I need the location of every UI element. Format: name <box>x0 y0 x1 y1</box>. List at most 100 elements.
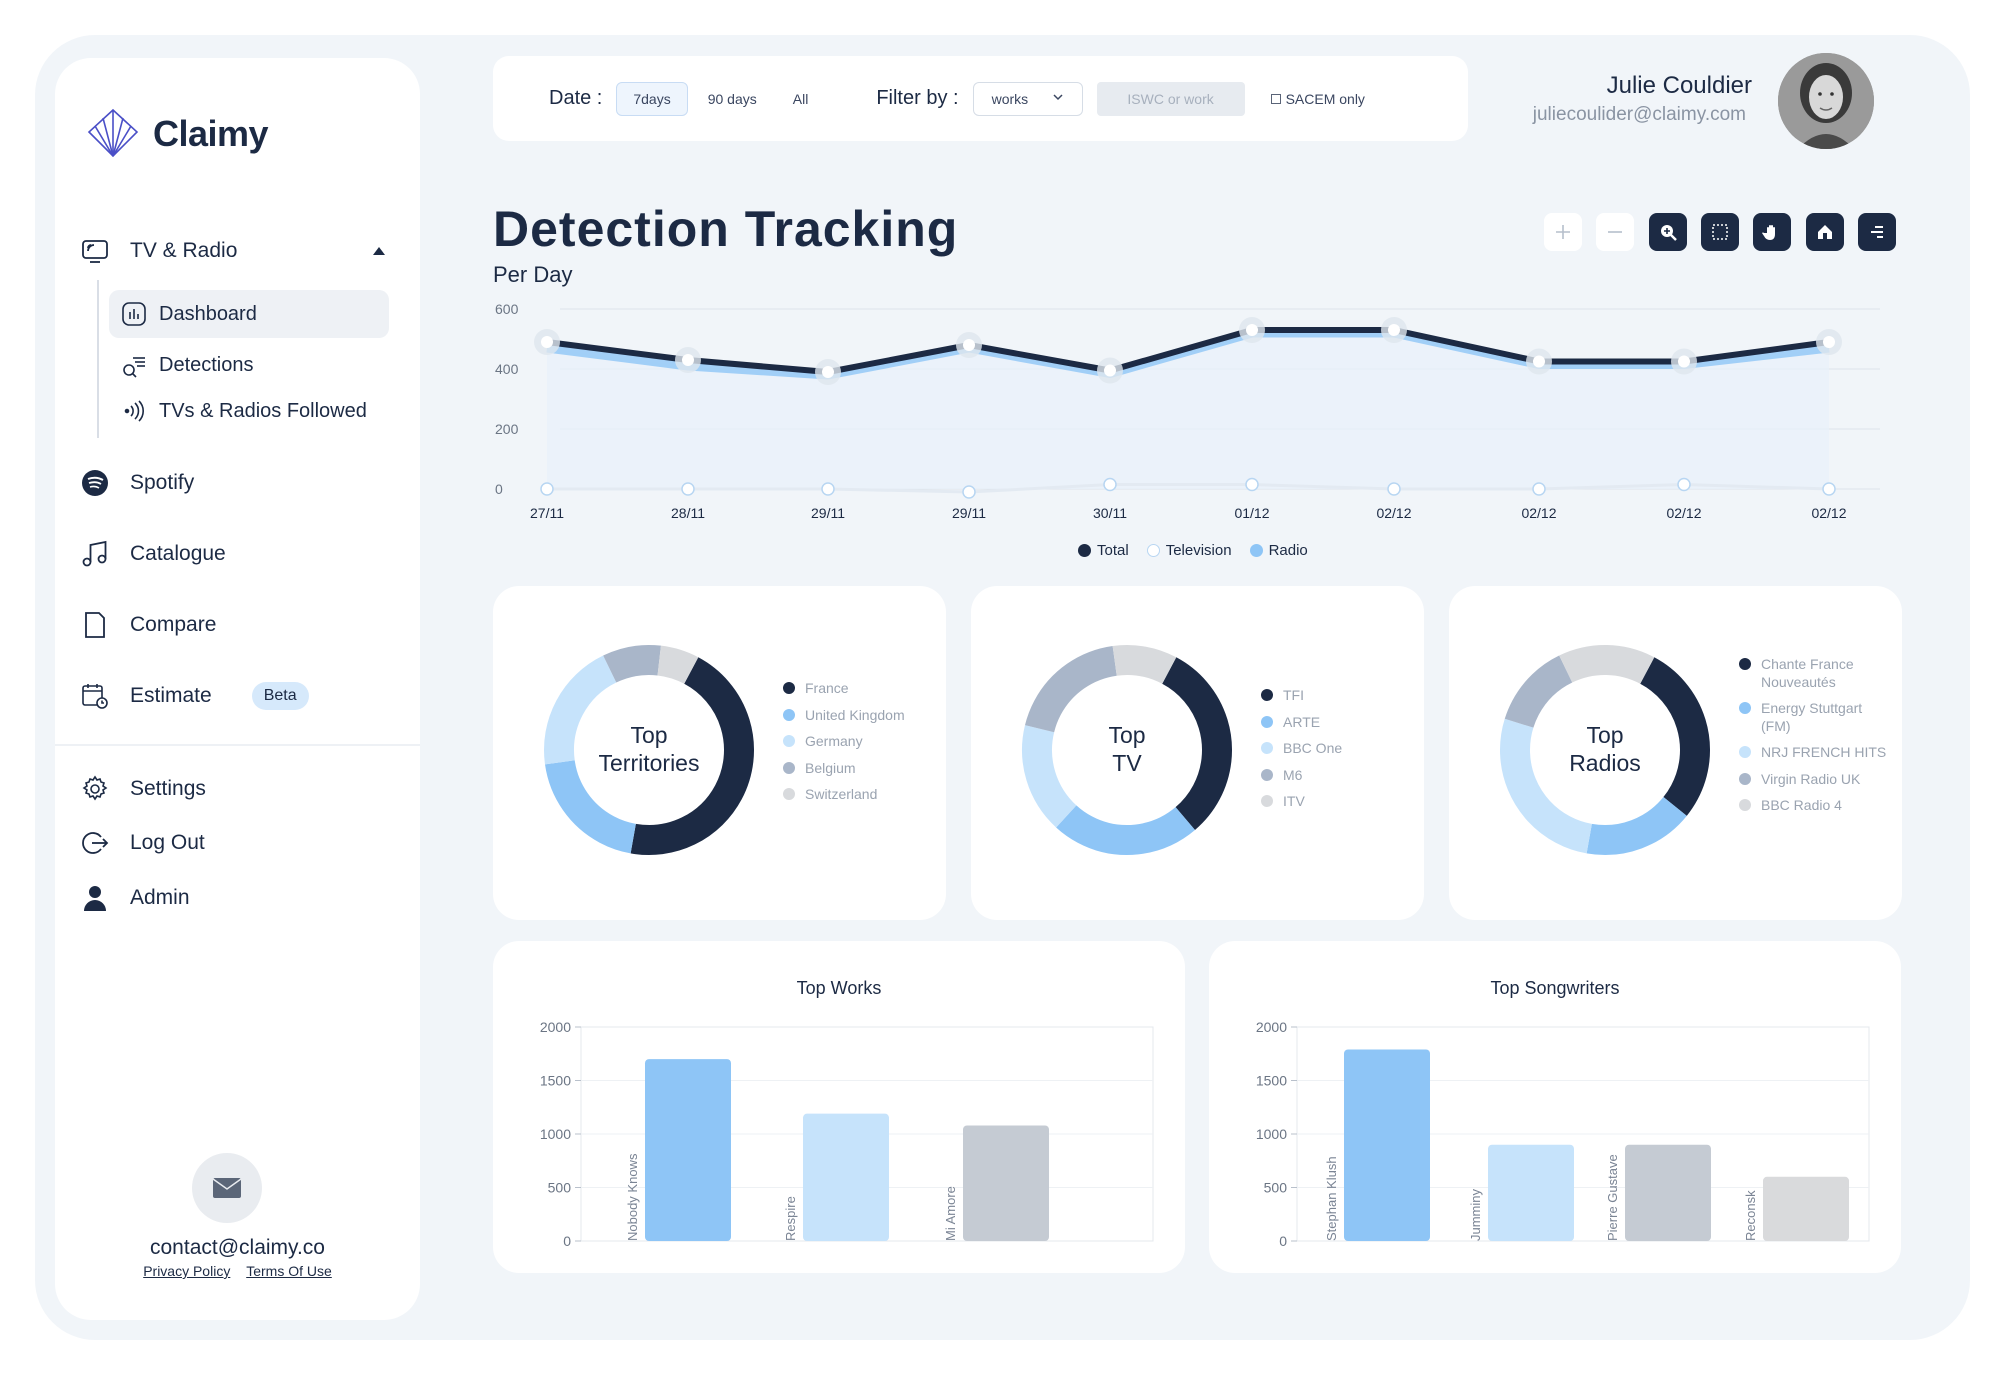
bar-reconsk[interactable] <box>1763 1176 1849 1241</box>
legend-item[interactable]: Virgin Radio UK <box>1739 771 1889 789</box>
total-point[interactable] <box>1104 364 1116 377</box>
filter-select[interactable]: works <box>972 81 1083 116</box>
legend-item[interactable]: BBC Radio 4 <box>1739 797 1889 815</box>
legend-television[interactable]: Television <box>1146 542 1232 559</box>
top-works-title: Top Works <box>796 978 882 998</box>
television-point[interactable] <box>821 482 835 496</box>
sidebar-item-dashboard[interactable]: Dashboard <box>109 290 389 338</box>
legend-item[interactable]: Switzerland <box>783 786 933 804</box>
donut-slice-france[interactable] <box>543 644 755 856</box>
donut-slice-tfi[interactable] <box>1021 644 1233 856</box>
donut-slice-m6[interactable] <box>1021 644 1233 856</box>
y-tick-label: 2000 <box>1256 1019 1287 1035</box>
television-point[interactable] <box>1822 482 1836 496</box>
sidebar-item-compare[interactable]: Compare <box>80 610 216 640</box>
total-point[interactable] <box>822 366 834 378</box>
television-point[interactable] <box>1677 477 1691 492</box>
tv-donut <box>1021 644 1233 856</box>
total-point[interactable] <box>541 336 553 348</box>
y-tick-label: 1500 <box>540 1073 571 1089</box>
privacy-policy-link[interactable]: Privacy Policy <box>143 1263 231 1279</box>
television-point[interactable] <box>1245 477 1259 492</box>
legend-item[interactable]: Energy Stuttgart (FM) <box>1739 700 1889 735</box>
television-point[interactable] <box>1532 482 1546 496</box>
television-point[interactable] <box>1387 482 1401 496</box>
logo[interactable]: Claimy <box>85 106 269 162</box>
legend-dot <box>1739 746 1751 758</box>
bar-jumminy[interactable] <box>1488 1144 1574 1241</box>
sidebar-item-logout[interactable]: Log Out <box>80 828 205 858</box>
television-point[interactable] <box>962 485 976 499</box>
sidebar-item-estimate[interactable]: Estimate Beta <box>80 681 309 711</box>
sacem-checkbox[interactable]: SACEM only <box>1270 91 1365 107</box>
legend-item[interactable]: Germany <box>783 733 933 751</box>
legend-item[interactable]: BBC One <box>1261 740 1411 758</box>
dashboard-icon <box>122 302 146 326</box>
territories-legend: France United Kingdom Germany Belgium Switze… <box>783 680 933 813</box>
legend-item[interactable]: M6 <box>1261 767 1411 785</box>
donut-slice-chante-france-nouveaut-s[interactable] <box>1499 644 1711 856</box>
legend-item[interactable]: ITV <box>1261 793 1411 811</box>
legend-label: Virgin Radio UK <box>1761 770 1861 787</box>
legend-item[interactable]: France <box>783 680 933 698</box>
legend-item[interactable]: NRJ FRENCH HITS <box>1739 744 1889 762</box>
spotify-icon <box>82 470 108 496</box>
sidebar-item-admin[interactable]: Admin <box>80 883 190 913</box>
donut-slice-nrj-french-hits[interactable] <box>1499 644 1711 856</box>
total-point[interactable] <box>1533 355 1545 368</box>
sidebar-item-settings[interactable]: Settings <box>80 774 206 804</box>
sidebar-item-catalogue[interactable]: Catalogue <box>80 539 226 569</box>
checkbox-box[interactable] <box>1270 93 1281 104</box>
donut-title-line-1: Top <box>630 722 668 749</box>
select-area-button[interactable] <box>1701 213 1739 251</box>
legend-item[interactable]: ARTE <box>1261 714 1411 732</box>
mail-button[interactable] <box>192 1153 262 1223</box>
total-point[interactable] <box>1678 355 1690 368</box>
legend-dot <box>783 735 795 747</box>
iswc-search-input[interactable]: ISWC or work <box>1096 81 1245 116</box>
date-option-90days[interactable]: 90 days <box>707 90 757 107</box>
bar-respire[interactable] <box>803 1113 889 1241</box>
total-point[interactable] <box>963 339 975 351</box>
legend-item[interactable]: Chante France Nouveautés <box>1739 656 1889 691</box>
donut-slice-germany[interactable] <box>543 644 755 856</box>
television-point[interactable] <box>1103 477 1117 492</box>
total-point[interactable] <box>1388 324 1400 336</box>
zoom-out-button[interactable] <box>1596 213 1634 251</box>
legend-item[interactable]: United Kingdom <box>783 707 933 725</box>
total-point[interactable] <box>1823 336 1835 348</box>
chart-menu-button[interactable] <box>1858 213 1896 251</box>
pan-button[interactable] <box>1753 213 1791 251</box>
donut-slice-virgin-radio-uk[interactable] <box>1499 644 1711 856</box>
zoom-in-button[interactable] <box>1544 213 1582 251</box>
submenu-line <box>97 280 99 438</box>
bar-stephan-klush[interactable] <box>1344 1049 1430 1241</box>
legend-item[interactable]: Belgium <box>783 760 933 778</box>
contact-email[interactable]: contact@claimy.co <box>150 1236 325 1259</box>
legend-item[interactable]: TFI <box>1261 687 1411 705</box>
avatar[interactable] <box>1778 53 1874 149</box>
sidebar-item-followed[interactable]: TVs & Radios Followed <box>109 387 379 435</box>
bar-mi-amore[interactable] <box>963 1125 1049 1241</box>
donut-slice-arte[interactable] <box>1021 644 1233 856</box>
sidebar-item-spotify[interactable]: Spotify <box>80 468 194 498</box>
donut-slice-united-kingdom[interactable] <box>543 644 755 856</box>
television-point[interactable] <box>540 482 554 496</box>
nav-tv-radio[interactable]: TV & Radio <box>80 236 385 266</box>
legend-total[interactable]: Total <box>1078 542 1129 559</box>
terms-link[interactable]: Terms Of Use <box>246 1263 332 1279</box>
bar-nobody-knows[interactable] <box>645 1059 731 1241</box>
zoom-tool-button[interactable] <box>1649 213 1687 251</box>
date-option-7days[interactable]: 7days <box>616 81 688 116</box>
reset-home-button[interactable] <box>1806 213 1844 251</box>
total-point[interactable] <box>682 354 694 366</box>
legend-radio[interactable]: Radio <box>1249 542 1308 559</box>
total-point[interactable] <box>1246 324 1258 336</box>
television-point[interactable] <box>681 482 695 496</box>
sidebar-item-detections[interactable]: Detections <box>109 341 266 389</box>
legend-label: United Kingdom <box>805 706 905 723</box>
bar-category-label: Reconsk <box>1743 1190 1758 1241</box>
date-option-all[interactable]: All <box>792 90 809 107</box>
bar-pierre-gustave[interactable] <box>1625 1144 1711 1241</box>
caret-up-icon[interactable] <box>370 242 388 260</box>
